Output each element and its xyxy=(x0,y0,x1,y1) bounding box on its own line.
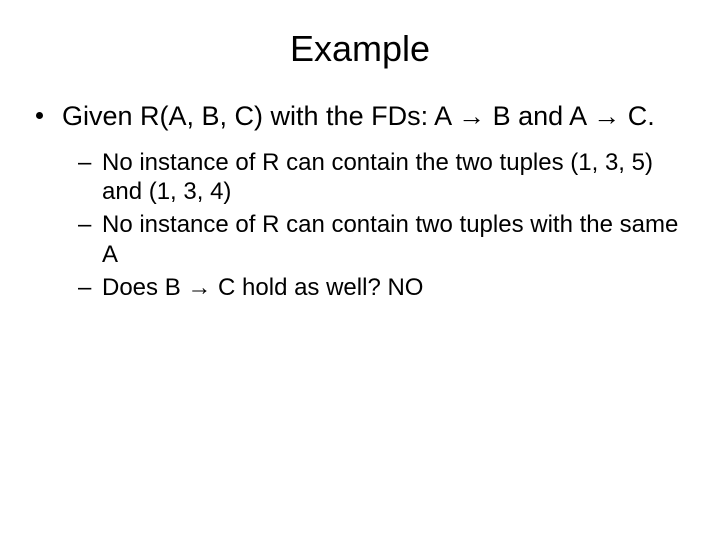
slide-title: Example xyxy=(0,0,720,100)
bullet-text: Does B → C hold as well? NO xyxy=(102,274,423,301)
slide-body: Given R(A, B, C) with the FDs: A → B and… xyxy=(0,100,720,302)
disc-bullet-icon xyxy=(36,112,43,119)
bullet-level2: – No instance of R can contain two tuple… xyxy=(30,210,680,269)
bullet-level1: Given R(A, B, C) with the FDs: A → B and… xyxy=(30,100,680,134)
bullet-text: No instance of R can contain the two tup… xyxy=(102,149,653,205)
bullet-level2: – Does B → C hold as well? NO xyxy=(30,273,680,302)
dash-bullet-icon: – xyxy=(78,148,91,177)
bullet-text: No instance of R can contain two tuples … xyxy=(102,211,678,267)
slide: Example Given R(A, B, C) with the FDs: A… xyxy=(0,0,720,540)
dash-bullet-icon: – xyxy=(78,210,91,239)
bullet-level2: – No instance of R can contain the two t… xyxy=(30,148,680,207)
bullet-text: Given R(A, B, C) with the FDs: A → B and… xyxy=(62,101,655,131)
dash-bullet-icon: – xyxy=(78,273,91,302)
